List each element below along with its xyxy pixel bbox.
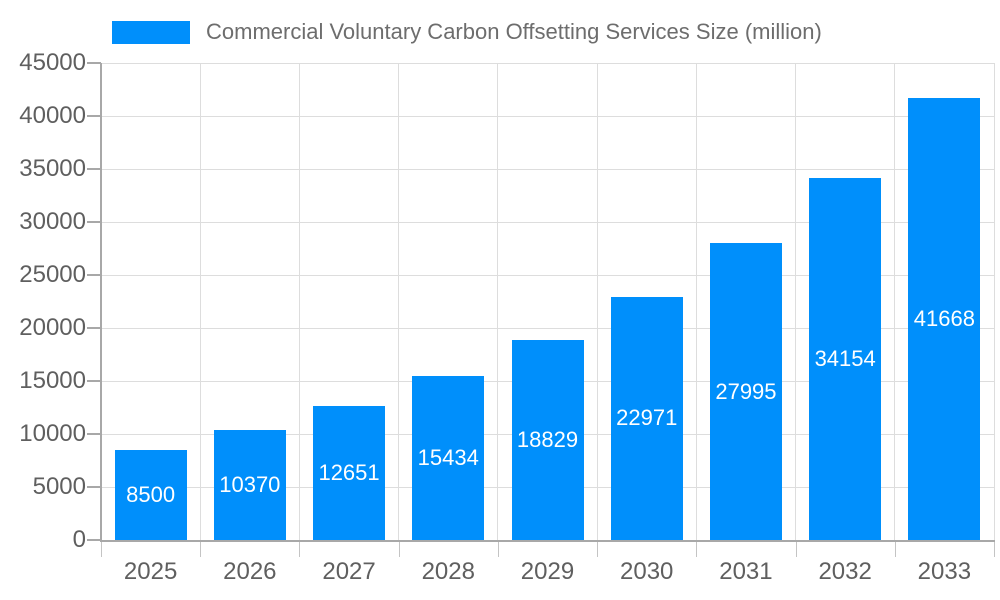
h-gridline [101, 62, 994, 64]
y-axis-tick-label: 25000 [19, 261, 86, 288]
y-axis-tick [87, 380, 101, 382]
y-axis-line [100, 63, 102, 542]
h-gridline [101, 221, 994, 223]
bar-value-label: 12651 [318, 459, 380, 485]
bar-value-label: 8500 [126, 481, 176, 507]
y-axis-tick-label: 5000 [32, 473, 86, 500]
y-axis-tick-label: 15000 [19, 367, 86, 394]
y-axis-tick-label: 30000 [19, 208, 86, 235]
x-axis-tick [894, 542, 896, 557]
bar-value-label: 41668 [913, 306, 975, 332]
bar[interactable]: 18829 [511, 340, 584, 540]
bar-value-label: 27995 [715, 378, 777, 404]
y-axis-tick [87, 274, 101, 276]
y-axis-tick-label: 40000 [19, 102, 86, 129]
x-axis-tick [299, 542, 301, 557]
x-axis-tick [696, 542, 698, 557]
bar-value-label: 34154 [814, 345, 876, 371]
x-axis-category-label: 2025 [123, 558, 178, 585]
y-axis-tick [87, 539, 101, 541]
h-gridline [101, 274, 994, 276]
y-axis-tick-label: 0 [72, 526, 86, 553]
v-gridline [795, 63, 797, 540]
v-gridline [894, 63, 896, 540]
h-gridline [101, 327, 994, 329]
bar-value-label: 15434 [417, 445, 479, 471]
y-axis-tick [87, 168, 101, 170]
y-axis-tick [87, 115, 101, 117]
y-axis-tick-label: 35000 [19, 155, 86, 182]
bar[interactable]: 27995 [709, 243, 782, 540]
x-axis-category-label: 2031 [719, 558, 773, 585]
x-axis-line [100, 540, 995, 542]
v-gridline [497, 63, 499, 540]
y-axis-tick [87, 486, 101, 488]
x-axis-category-label: 2030 [620, 558, 674, 585]
x-axis-tick [795, 542, 797, 557]
bar[interactable]: 34154 [809, 177, 882, 540]
y-axis-tick-label: 45000 [19, 49, 86, 76]
x-axis-tick [497, 542, 499, 557]
x-axis-tick [398, 542, 400, 557]
x-axis-tick [597, 542, 599, 557]
v-gridline [695, 63, 697, 540]
x-axis-tick [200, 542, 202, 557]
bar-value-label: 10370 [219, 472, 281, 498]
y-axis-tick-label: 20000 [19, 314, 86, 341]
x-axis-category-label: 2027 [322, 558, 376, 585]
y-axis-tick [87, 62, 101, 64]
bar-value-label: 22971 [616, 405, 678, 431]
y-axis-tick [87, 327, 101, 329]
h-gridline [101, 115, 994, 117]
legend-series-label: Commercial Voluntary Carbon Offsetting S… [206, 19, 822, 44]
bar[interactable]: 41668 [908, 98, 981, 540]
bar-value-label: 18829 [516, 427, 579, 453]
bar[interactable]: 10370 [213, 430, 286, 540]
y-axis-tick [87, 433, 101, 435]
x-axis-category-label: 2028 [421, 558, 475, 585]
legend-item[interactable]: Commercial Voluntary Carbon Offsetting S… [112, 17, 822, 47]
v-gridline [398, 63, 400, 540]
x-axis-tick [994, 542, 995, 557]
h-gridline [101, 168, 994, 170]
y-axis-tick [87, 221, 101, 223]
plot-area: 8500 10370 12651 15434 18829 22971 27995 34154 4… [101, 62, 995, 540]
v-gridline [596, 63, 598, 540]
bar[interactable]: 8500 [114, 449, 187, 540]
x-axis-tick [101, 542, 102, 557]
v-gridline [298, 63, 300, 540]
x-axis-category-label: 2032 [818, 558, 872, 585]
v-gridline [199, 63, 201, 540]
bar[interactable]: 12651 [313, 405, 386, 540]
y-axis-tick-label: 10000 [19, 420, 86, 447]
x-axis-category-label: 2033 [917, 558, 972, 585]
x-axis-category-label: 2029 [520, 558, 575, 585]
legend-swatch [112, 20, 190, 44]
v-gridline [993, 63, 995, 540]
bar[interactable]: 15434 [412, 376, 485, 540]
x-axis-category-label: 2026 [223, 558, 277, 585]
bar[interactable]: 22971 [610, 296, 683, 540]
